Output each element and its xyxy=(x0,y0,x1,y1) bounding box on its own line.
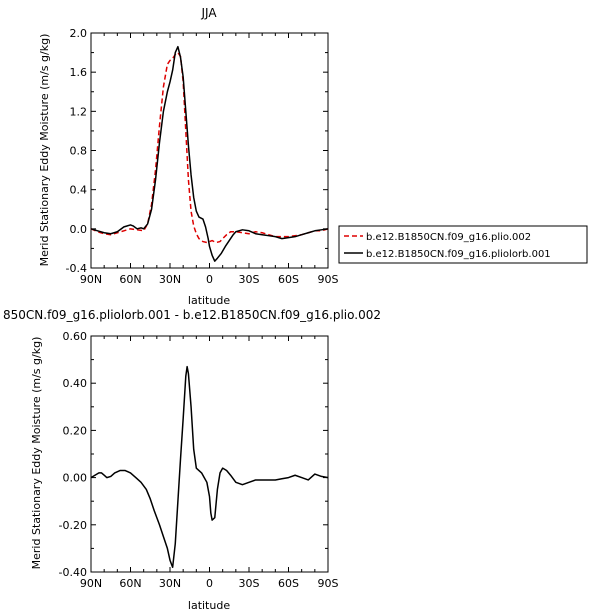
bottom-panel-x-tick-label: 60S xyxy=(278,577,299,590)
bottom-panel-y-tick-label: 0.60 xyxy=(63,330,88,343)
bottom-panel-ticks: 90N 60N 30N 0 30S 60S 90S -0.40 -0.20 0.00 0.20 0.4… xyxy=(59,330,339,590)
bottom-panel-x-axis-label: latitude xyxy=(188,599,230,612)
top-panel-x-tick-label: 90N xyxy=(80,273,102,286)
bottom-panel-y-tick-label: -0.40 xyxy=(59,566,87,579)
legend: b.e12.B1850CN.f09_g16.plio.002 b.e12.B18… xyxy=(338,225,588,264)
bottom-panel: 850CN.f09_g16.pliolorb.001 - b.e12.B1850… xyxy=(3,308,381,612)
bottom-panel-y-tick-label: 0.20 xyxy=(63,424,88,437)
top-panel-y-tick-label: 1.6 xyxy=(70,66,88,79)
top-panel-y-tick-label: -0.4 xyxy=(66,262,87,275)
bottom-panel-y-tick-label: 0.00 xyxy=(63,472,88,485)
bottom-panel-x-tick-label: 90S xyxy=(318,577,339,590)
top-panel-plot-frame xyxy=(90,32,329,269)
bottom-panel-series xyxy=(90,365,329,569)
legend-box xyxy=(338,225,588,264)
top-panel-y-tick-label: 2.0 xyxy=(70,27,88,40)
top-panel-x-tick-label: 30S xyxy=(239,273,260,286)
bottom-panel-plot-frame xyxy=(90,335,329,573)
bottom-panel-x-tick-label: 60N xyxy=(119,577,141,590)
top-panel-series-line-1 xyxy=(90,51,329,244)
top-panel-series xyxy=(90,45,329,262)
top-panel: JJA Merid Stationary Eddy Moisture (m/s … xyxy=(38,6,339,307)
top-panel-x-tick-label: 60N xyxy=(119,273,141,286)
top-panel-y-tick-label: 0.4 xyxy=(70,184,88,197)
top-panel-series-line-2 xyxy=(90,45,329,262)
bottom-panel-y-tick-label: 0.40 xyxy=(63,377,88,390)
bottom-panel-y-axis-label: Merid Stationary Eddy Moisture (m/s g/kg… xyxy=(30,337,43,570)
bottom-panel-series-line-1 xyxy=(90,365,329,569)
top-panel-y-tick-label: 0.0 xyxy=(70,223,88,236)
top-panel-ticks: 90N 60N 30N 0 30S 60S 90S -0.4 0.0 0.4 0.8 1.2 1.6 2.… xyxy=(66,27,339,286)
top-panel-title: JJA xyxy=(200,6,217,20)
bottom-panel-x-tick-label: 0 xyxy=(206,577,213,590)
bottom-panel-x-tick-label: 30N xyxy=(159,577,181,590)
top-panel-x-tick-label: 0 xyxy=(206,273,213,286)
legend-label-pliolorb: b.e12.B1850CN.f09_g16.pliolorb.001 xyxy=(366,249,551,260)
bottom-panel-x-tick-label: 90N xyxy=(80,577,102,590)
bottom-panel-title: 850CN.f09_g16.pliolorb.001 - b.e12.B1850… xyxy=(3,308,381,322)
top-panel-y-axis-label: Merid Stationary Eddy Moisture (m/s g/kg… xyxy=(38,34,51,267)
legend-label-plio: b.e12.B1850CN.f09_g16.plio.002 xyxy=(366,232,531,243)
top-panel-x-tick-label: 30N xyxy=(159,273,181,286)
bottom-panel-x-tick-label: 30S xyxy=(239,577,260,590)
top-panel-x-tick-label: 90S xyxy=(318,273,339,286)
top-panel-y-tick-label: 1.2 xyxy=(70,105,88,118)
bottom-panel-y-tick-label: -0.20 xyxy=(59,519,87,532)
top-panel-x-axis-label: latitude xyxy=(188,294,230,307)
top-panel-x-tick-label: 60S xyxy=(278,273,299,286)
top-panel-y-tick-label: 0.8 xyxy=(70,145,88,158)
